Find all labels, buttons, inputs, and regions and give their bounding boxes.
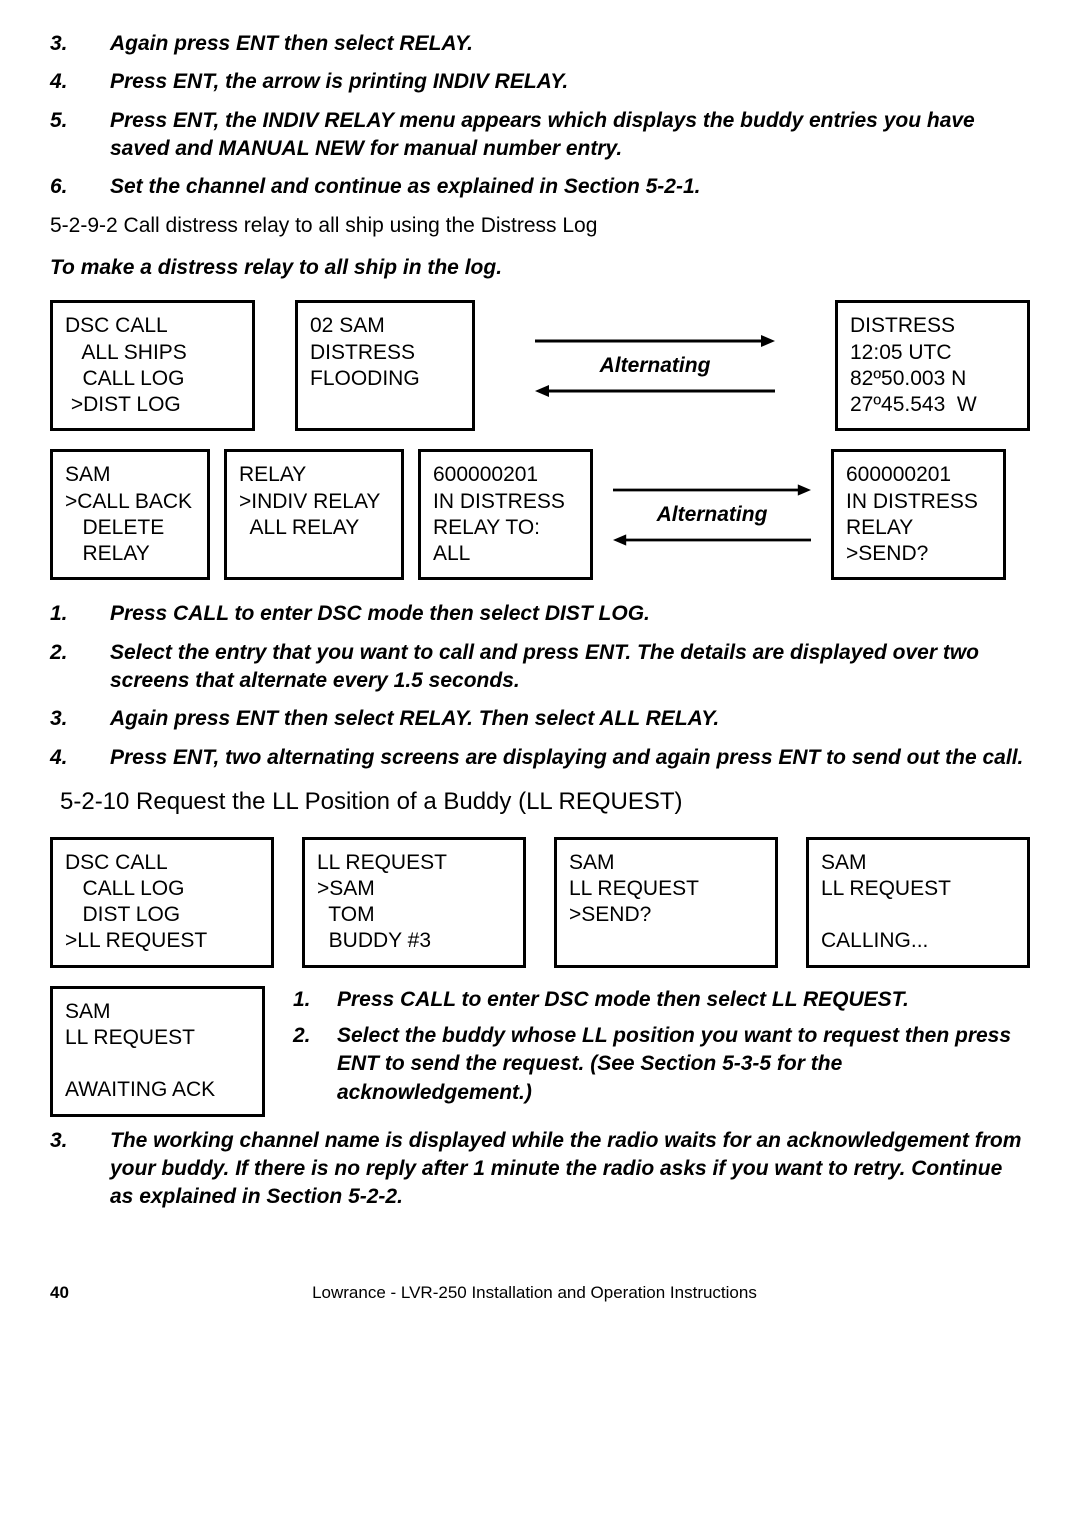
screen-box: RELAY >INDIV RELAY ALL RELAY <box>224 449 404 580</box>
section-heading: 5-2-10 Request the LL Position of a Budd… <box>60 786 1030 818</box>
list-item: 4.Press ENT, two alternating screens are… <box>50 744 1030 772</box>
step-num: 3. <box>50 30 110 58</box>
step-text: Press CALL to enter DSC mode then select… <box>337 986 1030 1014</box>
alternating-label: Alternating <box>600 352 711 380</box>
top-steps: 3.Again press ENT then select RELAY. 4.P… <box>50 30 1030 202</box>
alternating-block: Alternating <box>607 449 817 580</box>
list-item: 1.Press CALL to enter DSC mode then sele… <box>50 600 1030 628</box>
step-text: Again press ENT then select RELAY. Then … <box>110 705 1030 733</box>
list-item: 2.Select the entry that you want to call… <box>50 639 1030 696</box>
screen-box: DSC CALL ALL SHIPS CALL LOG >DIST LOG <box>50 300 255 431</box>
step-num: 4. <box>50 68 110 96</box>
list-item: 5.Press ENT, the INDIV RELAY menu appear… <box>50 107 1030 164</box>
screen-box: SAM LL REQUEST >SEND? <box>554 837 778 968</box>
step-num: 1. <box>293 986 337 1014</box>
step-num: 1. <box>50 600 110 628</box>
instruction-heading: To make a distress relay to all ship in … <box>50 254 1030 282</box>
step-text: Press ENT, two alternating screens are d… <box>110 744 1030 772</box>
step-num: 2. <box>293 1022 337 1107</box>
screen-box: DSC CALL CALL LOG DIST LOG >LL REQUEST <box>50 837 274 968</box>
arrow-right-icon <box>481 332 829 350</box>
step-num: 6. <box>50 173 110 201</box>
screen-box: SAM LL REQUEST CALLING... <box>806 837 1030 968</box>
list-item: 1.Press CALL to enter DSC mode then sele… <box>293 986 1030 1014</box>
step-text: Select the entry that you want to call a… <box>110 639 1030 696</box>
list-item: 2.Select the buddy whose LL position you… <box>293 1022 1030 1107</box>
screen-grid: DSC CALL CALL LOG DIST LOG >LL REQUEST L… <box>50 837 1030 968</box>
step-text: Select the buddy whose LL position you w… <box>337 1022 1030 1107</box>
screen-box: SAM LL REQUEST AWAITING ACK <box>50 986 265 1117</box>
step-text: Press ENT, the INDIV RELAY menu appears … <box>110 107 1030 164</box>
tail-step: 3.The working channel name is displayed … <box>50 1127 1030 1212</box>
final-row: SAM LL REQUEST AWAITING ACK 1.Press CALL… <box>50 986 1030 1117</box>
step-text: Press ENT, the arrow is printing INDIV R… <box>110 68 1030 96</box>
step-text: The working channel name is displayed wh… <box>110 1127 1030 1212</box>
list-item: 3.Again press ENT then select RELAY. <box>50 30 1030 58</box>
list-item: 3.Again press ENT then select RELAY. The… <box>50 705 1030 733</box>
screen-box: 02 SAM DISTRESS FLOODING <box>295 300 475 431</box>
screen-box: DISTRESS 12:05 UTC 82º50.003 N 27º45.543… <box>835 300 1030 431</box>
step-num: 4. <box>50 744 110 772</box>
flow-row-1: DSC CALL ALL SHIPS CALL LOG >DIST LOG 02… <box>50 300 1030 431</box>
screen-box: 600000201 IN DISTRESS RELAY TO: ALL <box>418 449 593 580</box>
list-item: 4.Press ENT, the arrow is printing INDIV… <box>50 68 1030 96</box>
arrow-left-icon <box>481 382 829 400</box>
subsection-heading: 5-2-9-2 Call distress relay to all ship … <box>50 212 1030 240</box>
list-item: 6.Set the channel and continue as explai… <box>50 173 1030 201</box>
arrow-left-icon <box>613 531 811 549</box>
flow-row-2: SAM >CALL BACK DELETE RELAY RELAY >INDIV… <box>50 449 1030 580</box>
footer: 40 Lowrance - LVR-250 Installation and O… <box>50 1282 1030 1305</box>
step-num: 3. <box>50 705 110 733</box>
arrow-right-icon <box>613 481 811 499</box>
mid-steps: 1.Press CALL to enter DSC mode then sele… <box>50 600 1030 772</box>
alternating-label: Alternating <box>657 501 768 529</box>
screen-box: 600000201 IN DISTRESS RELAY >SEND? <box>831 449 1006 580</box>
step-text: Again press ENT then select RELAY. <box>110 30 1030 58</box>
list-item: 3.The working channel name is displayed … <box>50 1127 1030 1212</box>
step-text: Press CALL to enter DSC mode then select… <box>110 600 1030 628</box>
sub-steps: 1.Press CALL to enter DSC mode then sele… <box>293 986 1030 1115</box>
step-num: 3. <box>50 1127 110 1212</box>
step-num: 2. <box>50 639 110 696</box>
page-number: 40 <box>50 1282 69 1305</box>
screen-box: SAM >CALL BACK DELETE RELAY <box>50 449 210 580</box>
footer-title: Lowrance - LVR-250 Installation and Oper… <box>312 1282 757 1305</box>
step-text: Set the channel and continue as explaine… <box>110 173 1030 201</box>
step-num: 5. <box>50 107 110 164</box>
screen-box: LL REQUEST >SAM TOM BUDDY #3 <box>302 837 526 968</box>
alternating-block: Alternating <box>475 300 835 431</box>
